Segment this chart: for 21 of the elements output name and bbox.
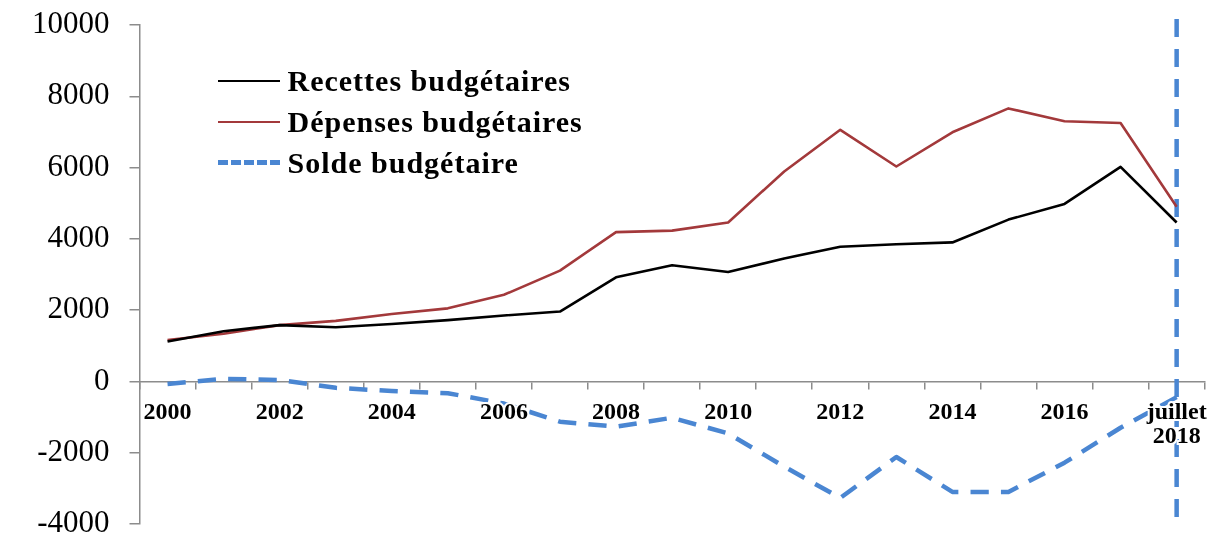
x-tick-label: 2004 (367, 397, 416, 424)
x-tick-label: 2000 (143, 397, 192, 424)
y-tick-label: -2000 (37, 432, 110, 468)
y-tick-label: 10000 (32, 5, 110, 41)
x-tick-label: 2006 (479, 397, 528, 424)
legend-label: Recettes budgétaires (287, 63, 572, 98)
x-tick-label: 2010 (704, 397, 753, 424)
y-tick-label: 2000 (47, 290, 110, 326)
legend-label: Dépenses budgétaires (287, 104, 583, 139)
x-tick-label: 2016 (1040, 397, 1089, 424)
y-tick-label: -4000 (37, 504, 110, 540)
x-tick-label: juillet 2018 (1145, 397, 1207, 448)
y-tick-label: 8000 (47, 76, 110, 112)
legend-label: Solde budgétaire (287, 145, 519, 180)
x-tick-label: 2008 (592, 397, 641, 424)
x-tick-label: 2012 (816, 397, 865, 424)
x-tick-label: 2014 (928, 397, 977, 424)
y-tick-label: 0 (94, 361, 110, 397)
y-tick-label: 4000 (47, 219, 110, 254)
y-tick-label: 6000 (47, 147, 110, 183)
x-tick-label: 2002 (255, 397, 304, 424)
